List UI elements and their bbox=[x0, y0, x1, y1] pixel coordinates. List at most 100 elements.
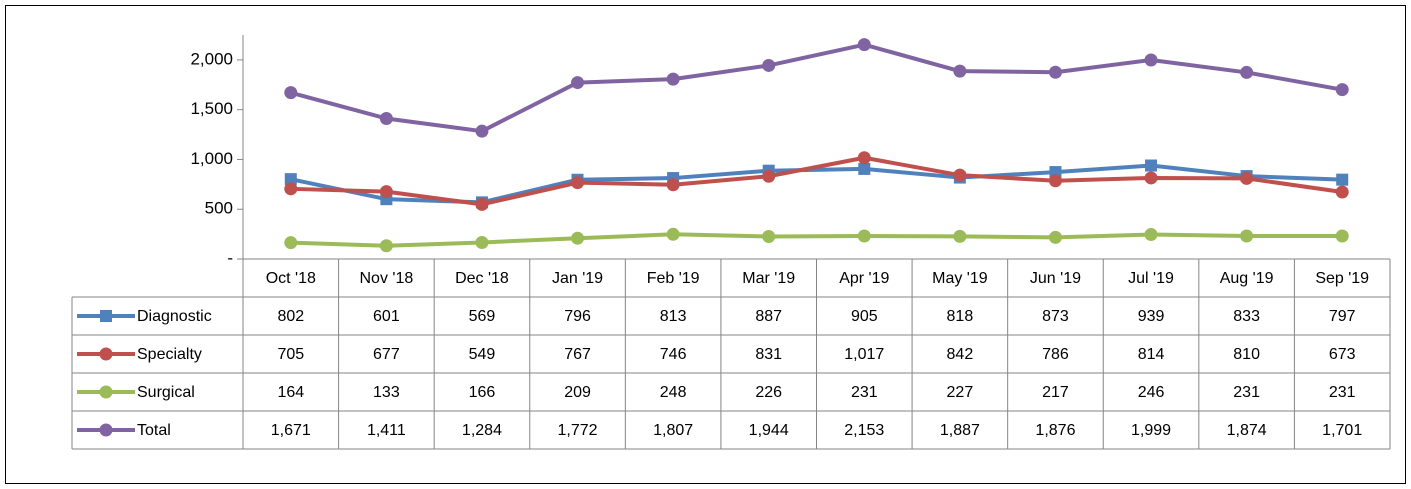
y-tick-label: 2,000 bbox=[190, 49, 233, 68]
table-cell: 673 bbox=[1329, 346, 1356, 363]
data-point bbox=[1240, 229, 1254, 243]
table-cell: 677 bbox=[373, 346, 400, 363]
x-tick-label: May '19 bbox=[932, 270, 988, 287]
legend-marker bbox=[99, 347, 113, 361]
data-point bbox=[475, 235, 489, 249]
table-cell: 2,153 bbox=[844, 422, 884, 439]
x-tick-label: Feb '19 bbox=[647, 270, 700, 287]
table-cell: 873 bbox=[1042, 308, 1069, 325]
x-tick-label: Nov '18 bbox=[360, 270, 414, 287]
table-cell: 1,944 bbox=[749, 422, 789, 439]
data-point bbox=[379, 112, 393, 126]
table-cell: 231 bbox=[1329, 384, 1356, 401]
data-point bbox=[857, 151, 871, 165]
y-tick-label: 500 bbox=[205, 199, 233, 218]
legend-marker bbox=[99, 423, 113, 437]
data-point bbox=[379, 185, 393, 199]
data-point bbox=[858, 162, 871, 175]
data-point bbox=[666, 227, 680, 241]
data-point bbox=[1144, 228, 1158, 242]
table-cell: 549 bbox=[469, 346, 496, 363]
y-tick-label: 1,500 bbox=[190, 99, 233, 118]
data-point bbox=[284, 236, 298, 250]
data-point bbox=[1240, 171, 1254, 185]
table-cell: 1,772 bbox=[558, 422, 598, 439]
table-cell: 814 bbox=[1138, 346, 1165, 363]
y-tick-label: - bbox=[227, 248, 233, 267]
table-cell: 833 bbox=[1233, 308, 1260, 325]
legend-label: Surgical bbox=[137, 384, 195, 401]
table-cell: 939 bbox=[1138, 308, 1165, 325]
data-point bbox=[1335, 185, 1349, 199]
table-cell: 133 bbox=[373, 384, 400, 401]
table-cell: 802 bbox=[277, 308, 304, 325]
table-cell: 569 bbox=[469, 308, 496, 325]
table-cell: 601 bbox=[373, 308, 400, 325]
data-point bbox=[571, 176, 585, 190]
data-point bbox=[284, 86, 298, 100]
data-point bbox=[475, 197, 489, 211]
data-point bbox=[762, 230, 776, 244]
data-point bbox=[1335, 229, 1349, 243]
x-tick-label: Apr '19 bbox=[839, 270, 889, 287]
chart-border bbox=[5, 5, 1406, 484]
data-point bbox=[1145, 159, 1158, 172]
table-cell: 797 bbox=[1329, 308, 1356, 325]
table-cell: 226 bbox=[755, 384, 782, 401]
x-tick-label: Mar '19 bbox=[742, 270, 795, 287]
table-cell: 842 bbox=[947, 346, 974, 363]
table-cell: 248 bbox=[660, 384, 687, 401]
data-point bbox=[857, 38, 871, 52]
data-point bbox=[1335, 83, 1349, 97]
data-point bbox=[1048, 65, 1062, 79]
data-point bbox=[953, 64, 967, 78]
table-cell: 1,284 bbox=[462, 422, 502, 439]
table-cell: 796 bbox=[564, 308, 591, 325]
table-cell: 166 bbox=[469, 384, 496, 401]
legend-marker bbox=[99, 385, 113, 399]
data-point bbox=[1336, 173, 1349, 186]
data-point bbox=[475, 124, 489, 138]
data-point bbox=[1048, 230, 1062, 244]
table-cell: 164 bbox=[277, 384, 304, 401]
table-cell: 1,411 bbox=[367, 422, 406, 439]
data-point bbox=[762, 169, 776, 183]
table-cell: 831 bbox=[755, 346, 782, 363]
data-point bbox=[1048, 174, 1062, 188]
x-tick-label: Aug '19 bbox=[1220, 270, 1274, 287]
table-cell: 1,807 bbox=[653, 422, 693, 439]
x-tick-label: Jun '19 bbox=[1030, 270, 1081, 287]
series-line bbox=[290, 155, 1343, 207]
data-point bbox=[379, 239, 393, 253]
table-cell: 227 bbox=[947, 384, 974, 401]
data-point bbox=[953, 168, 967, 182]
y-tick-label: 1,000 bbox=[190, 149, 233, 168]
table-cell: 746 bbox=[660, 346, 687, 363]
table-cell: 246 bbox=[1138, 384, 1165, 401]
data-point bbox=[666, 72, 680, 86]
data-point bbox=[1144, 171, 1158, 185]
data-point bbox=[1144, 53, 1158, 67]
table-cell: 813 bbox=[660, 308, 687, 325]
table-cell: 231 bbox=[851, 384, 878, 401]
table-cell: 231 bbox=[1233, 384, 1260, 401]
x-tick-label: Sep '19 bbox=[1315, 270, 1369, 287]
table-cell: 1,887 bbox=[940, 422, 980, 439]
table-cell: 1,701 bbox=[1322, 422, 1362, 439]
x-tick-label: Oct '18 bbox=[266, 270, 316, 287]
series-line bbox=[290, 232, 1343, 248]
table-cell: 705 bbox=[277, 346, 304, 363]
table-cell: 810 bbox=[1233, 346, 1260, 363]
table-cell: 767 bbox=[564, 346, 591, 363]
data-point bbox=[762, 58, 776, 72]
legend-label: Specialty bbox=[137, 346, 202, 363]
table-cell: 786 bbox=[1042, 346, 1069, 363]
table-cell: 209 bbox=[564, 384, 591, 401]
data-point bbox=[857, 229, 871, 243]
legend-label: Total bbox=[137, 422, 171, 439]
table-cell: 1,876 bbox=[1035, 422, 1075, 439]
legend-marker bbox=[100, 310, 112, 322]
data-point bbox=[953, 229, 967, 243]
x-tick-label: Jan '19 bbox=[552, 270, 603, 287]
x-tick-label: Dec '18 bbox=[455, 270, 509, 287]
